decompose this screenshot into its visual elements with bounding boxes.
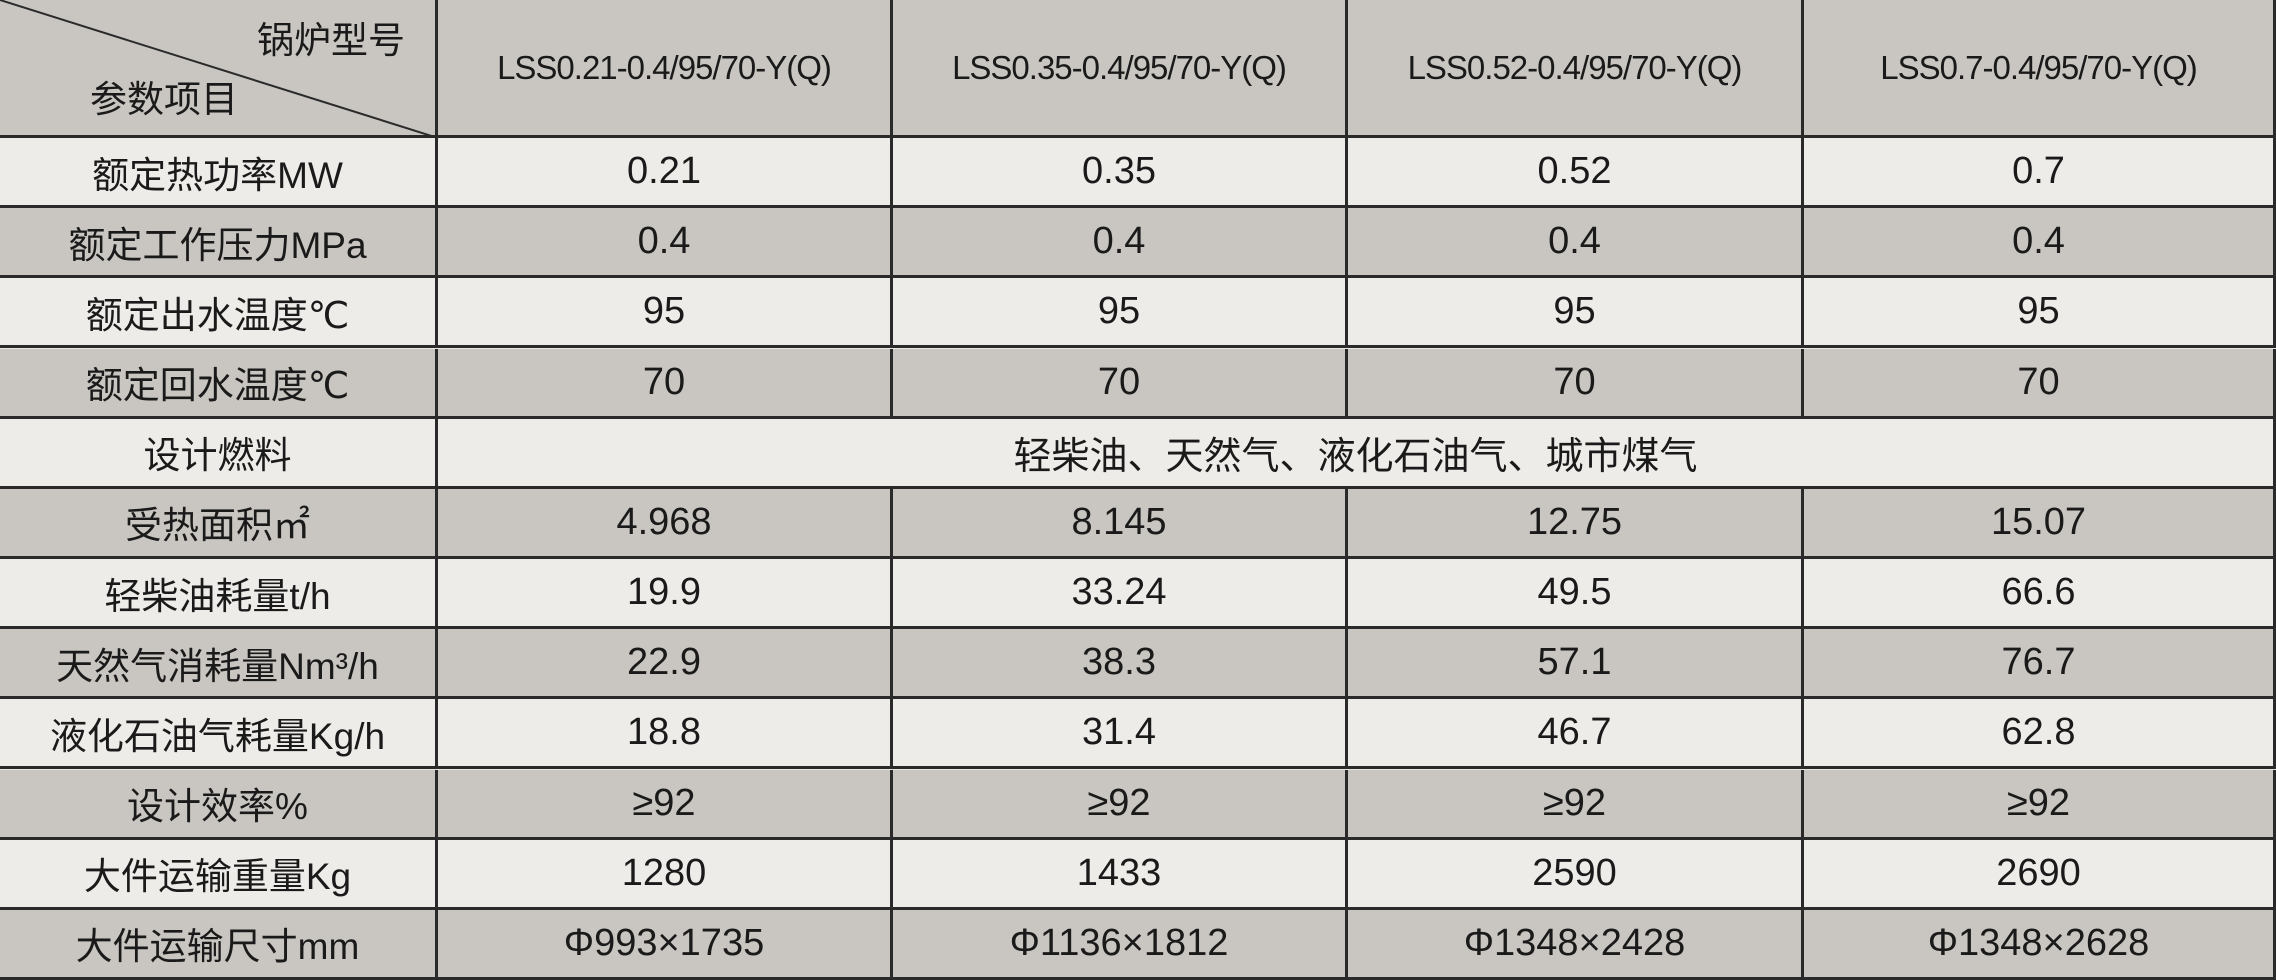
value-cell: 95 [1804,278,2276,349]
row-label: 大件运输尺寸mm [0,909,438,980]
value-cell: 0.4 [1804,208,2276,279]
value-cell: 8.145 [893,488,1348,559]
value-cell: 95 [1348,278,1804,349]
row-label: 大件运输重量Kg [0,839,438,910]
row-label: 天然气消耗量Nm³/h [0,629,438,700]
value-cell: 1280 [438,839,893,910]
corner-cell: 锅炉型号 参数项目 [0,0,438,138]
model-header: LSS0.35-0.4/95/70-Y(Q) [893,0,1348,138]
row-label: 额定回水温度℃ [0,348,438,419]
value-cell: 2690 [1804,839,2276,910]
value-cell: 95 [438,278,893,349]
value-cell: 70 [1348,348,1804,419]
value-cell: 57.1 [1348,629,1804,700]
value-cell: 0.4 [438,208,893,279]
value-cell: 15.07 [1804,488,2276,559]
value-cell: 38.3 [893,629,1348,700]
value-cell: 12.75 [1348,488,1804,559]
value-cell: 19.9 [438,559,893,630]
value-cell: Φ993×1735 [438,909,893,980]
value-cell: 22.9 [438,629,893,700]
corner-bottom: 参数项目 [90,79,238,120]
value-cell: 70 [893,348,1348,419]
value-cell: 76.7 [1804,629,2276,700]
value-cell: 70 [438,348,893,419]
value-cell: 0.7 [1804,138,2276,209]
value-cell: 70 [1804,348,2276,419]
row-label: 液化石油气耗量Kg/h [0,699,438,770]
row-label: 轻柴油耗量t/h [0,559,438,630]
value-cell: ≥92 [1804,769,2276,840]
value-cell: 46.7 [1348,699,1804,770]
value-cell: 49.5 [1348,559,1804,630]
value-cell: 33.24 [893,559,1348,630]
span-cell: 轻柴油、天然气、液化石油气、城市煤气 [438,418,2276,489]
value-cell: 2590 [1348,839,1804,910]
value-cell: ≥92 [438,769,893,840]
value-cell: ≥92 [1348,769,1804,840]
value-cell: 0.52 [1348,138,1804,209]
value-cell: 4.968 [438,488,893,559]
model-header: LSS0.52-0.4/95/70-Y(Q) [1348,0,1804,138]
value-cell: 0.35 [893,138,1348,209]
row-label: 设计效率% [0,769,438,840]
row-label: 额定热功率MW [0,138,438,209]
corner-diagonal [0,0,438,138]
row-label: 设计燃料 [0,418,438,489]
corner-top: 锅炉型号 [257,20,405,61]
value-cell: 0.4 [1348,208,1804,279]
value-cell: 0.21 [438,138,893,209]
row-label: 受热面积㎡ [0,488,438,559]
value-cell: Φ1348×2628 [1804,909,2276,980]
value-cell: Φ1136×1812 [893,909,1348,980]
value-cell: 18.8 [438,699,893,770]
value-cell: 0.4 [893,208,1348,279]
model-header: LSS0.21-0.4/95/70-Y(Q) [438,0,893,138]
row-label: 额定工作压力MPa [0,208,438,279]
model-header: LSS0.7-0.4/95/70-Y(Q) [1804,0,2276,138]
value-cell: 62.8 [1804,699,2276,770]
value-cell: 1433 [893,839,1348,910]
value-cell: 31.4 [893,699,1348,770]
row-label: 额定出水温度℃ [0,278,438,349]
value-cell: Φ1348×2428 [1348,909,1804,980]
value-cell: 66.6 [1804,559,2276,630]
value-cell: 95 [893,278,1348,349]
value-cell: ≥92 [893,769,1348,840]
